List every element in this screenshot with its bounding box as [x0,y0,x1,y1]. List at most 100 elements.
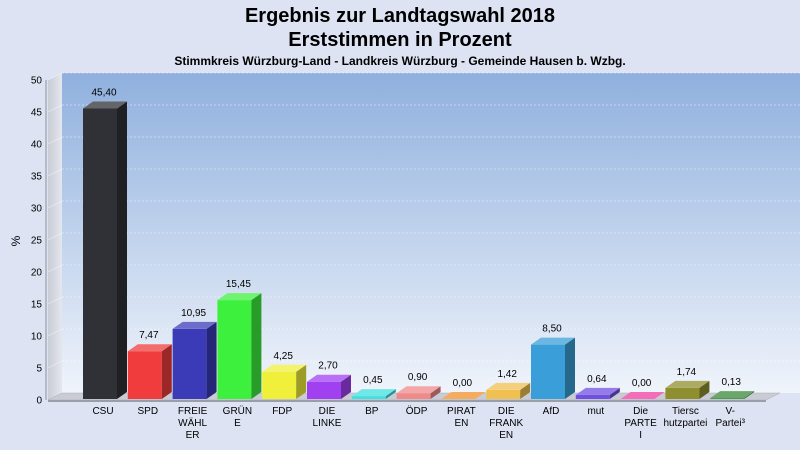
x-tick-label: FRANK [489,418,523,429]
bar-front [665,387,700,399]
bar [575,387,620,399]
x-tick-label: GRÜN [223,405,252,417]
x-tick-label: DIE [498,406,515,417]
bar-side [296,364,307,399]
bar-front [710,398,745,399]
x-tick-label: PARTE [624,418,657,429]
bar-value-label: 0,00 [632,378,652,389]
bar [307,374,351,399]
x-tick-label: mut [587,406,604,417]
bar-top [486,382,531,390]
bar-top [217,293,262,301]
x-tick-label: Die [633,406,648,417]
bar-side [341,374,351,399]
x-tick-label: BP [365,406,379,417]
y-axis-label: % [9,235,23,246]
plot-floor-edge [48,400,766,402]
y-tick-label: 30 [31,204,43,215]
gridline-side [47,136,63,145]
bar-front [127,351,162,399]
bar-top [441,392,486,399]
gridline-side [47,328,63,337]
bar-side [520,382,531,399]
gridline-side [47,168,63,177]
bar-value-label: 10,95 [181,308,206,319]
bar-value-label: 7,47 [139,330,159,341]
bar-side [117,101,127,399]
bar-top [172,321,217,329]
bar-value-label: 4,25 [273,351,293,362]
bar-top [620,392,665,399]
bar-front [262,371,297,399]
bar-side [744,391,755,399]
bar-top [710,391,755,399]
chart-title: Ergebnis zur Landtagswahl 2018 [244,5,556,27]
bar-side [206,321,217,399]
bar [172,321,217,399]
bar [486,382,531,399]
bar [531,337,575,399]
y-tick-label: 25 [31,236,43,247]
bar-front [396,393,431,399]
bar-value-label: 0,00 [453,378,473,389]
bar [217,293,262,399]
x-tick-label: EN [499,430,513,441]
bar-side [699,380,710,399]
y-tick-label: 35 [31,172,43,183]
bar-value-label: 15,45 [226,279,251,290]
bar-side [609,387,620,399]
bar-value-label: 0,90 [408,372,428,383]
bar-value-label: 1,42 [497,369,517,380]
gridline-side [47,232,63,241]
gridline-side [47,200,63,209]
bar-value-label: 45,40 [91,87,116,98]
gridline-side [47,72,63,81]
x-tick-label: FREIE [178,406,208,417]
bar [710,391,755,399]
x-tick-label: SPD [138,406,159,417]
x-tick-label: E [234,418,241,429]
bar-value-label: 2,70 [318,361,338,372]
bar-top [396,386,441,394]
bar [262,364,307,399]
x-tick-label: ER [186,430,200,441]
chart-title-line2: Erststimmen in Prozent [288,29,512,51]
gridline-side [47,104,63,113]
bar-top [127,344,172,352]
bar-side [385,389,396,399]
x-tick-label: Tiersc [672,406,699,417]
bar-top [665,380,710,388]
y-tick-label: 50 [31,76,43,87]
bar-front [351,396,386,399]
x-tick-label: EN [454,418,468,429]
bar-front [575,394,610,399]
y-tick-label: 10 [31,332,43,343]
bar-top [83,101,127,109]
x-tick-label: hutzpartei [663,418,707,429]
x-tick-label: Partei³ [715,418,745,429]
x-tick-label: CSU [92,406,113,417]
bar [127,344,172,399]
bar-value-label: 0,13 [721,377,741,388]
bar-value-label: 8,50 [542,324,562,335]
y-tick-label: 40 [31,140,43,151]
x-tick-label: V- [725,406,734,417]
bar-top [575,387,620,395]
bar [620,392,665,399]
y-tick-label: 5 [36,364,42,375]
x-tick-label: WÄHL [178,417,207,429]
bar-front [486,389,521,399]
x-tick-label: LINKE [313,418,342,429]
bar-value-label: 1,74 [677,367,697,378]
bar-front [531,344,565,399]
bar-value-label: 0,45 [363,375,383,386]
bar-front [172,328,207,399]
chart-subtitle: Stimmkreis Würzburg-Land - Landkreis Wür… [174,54,626,68]
bar-front [307,381,341,399]
gridline-side [47,360,63,369]
y-tick-label: 15 [31,300,43,311]
x-tick-label: PIRAT [447,406,476,417]
bar [83,101,127,399]
